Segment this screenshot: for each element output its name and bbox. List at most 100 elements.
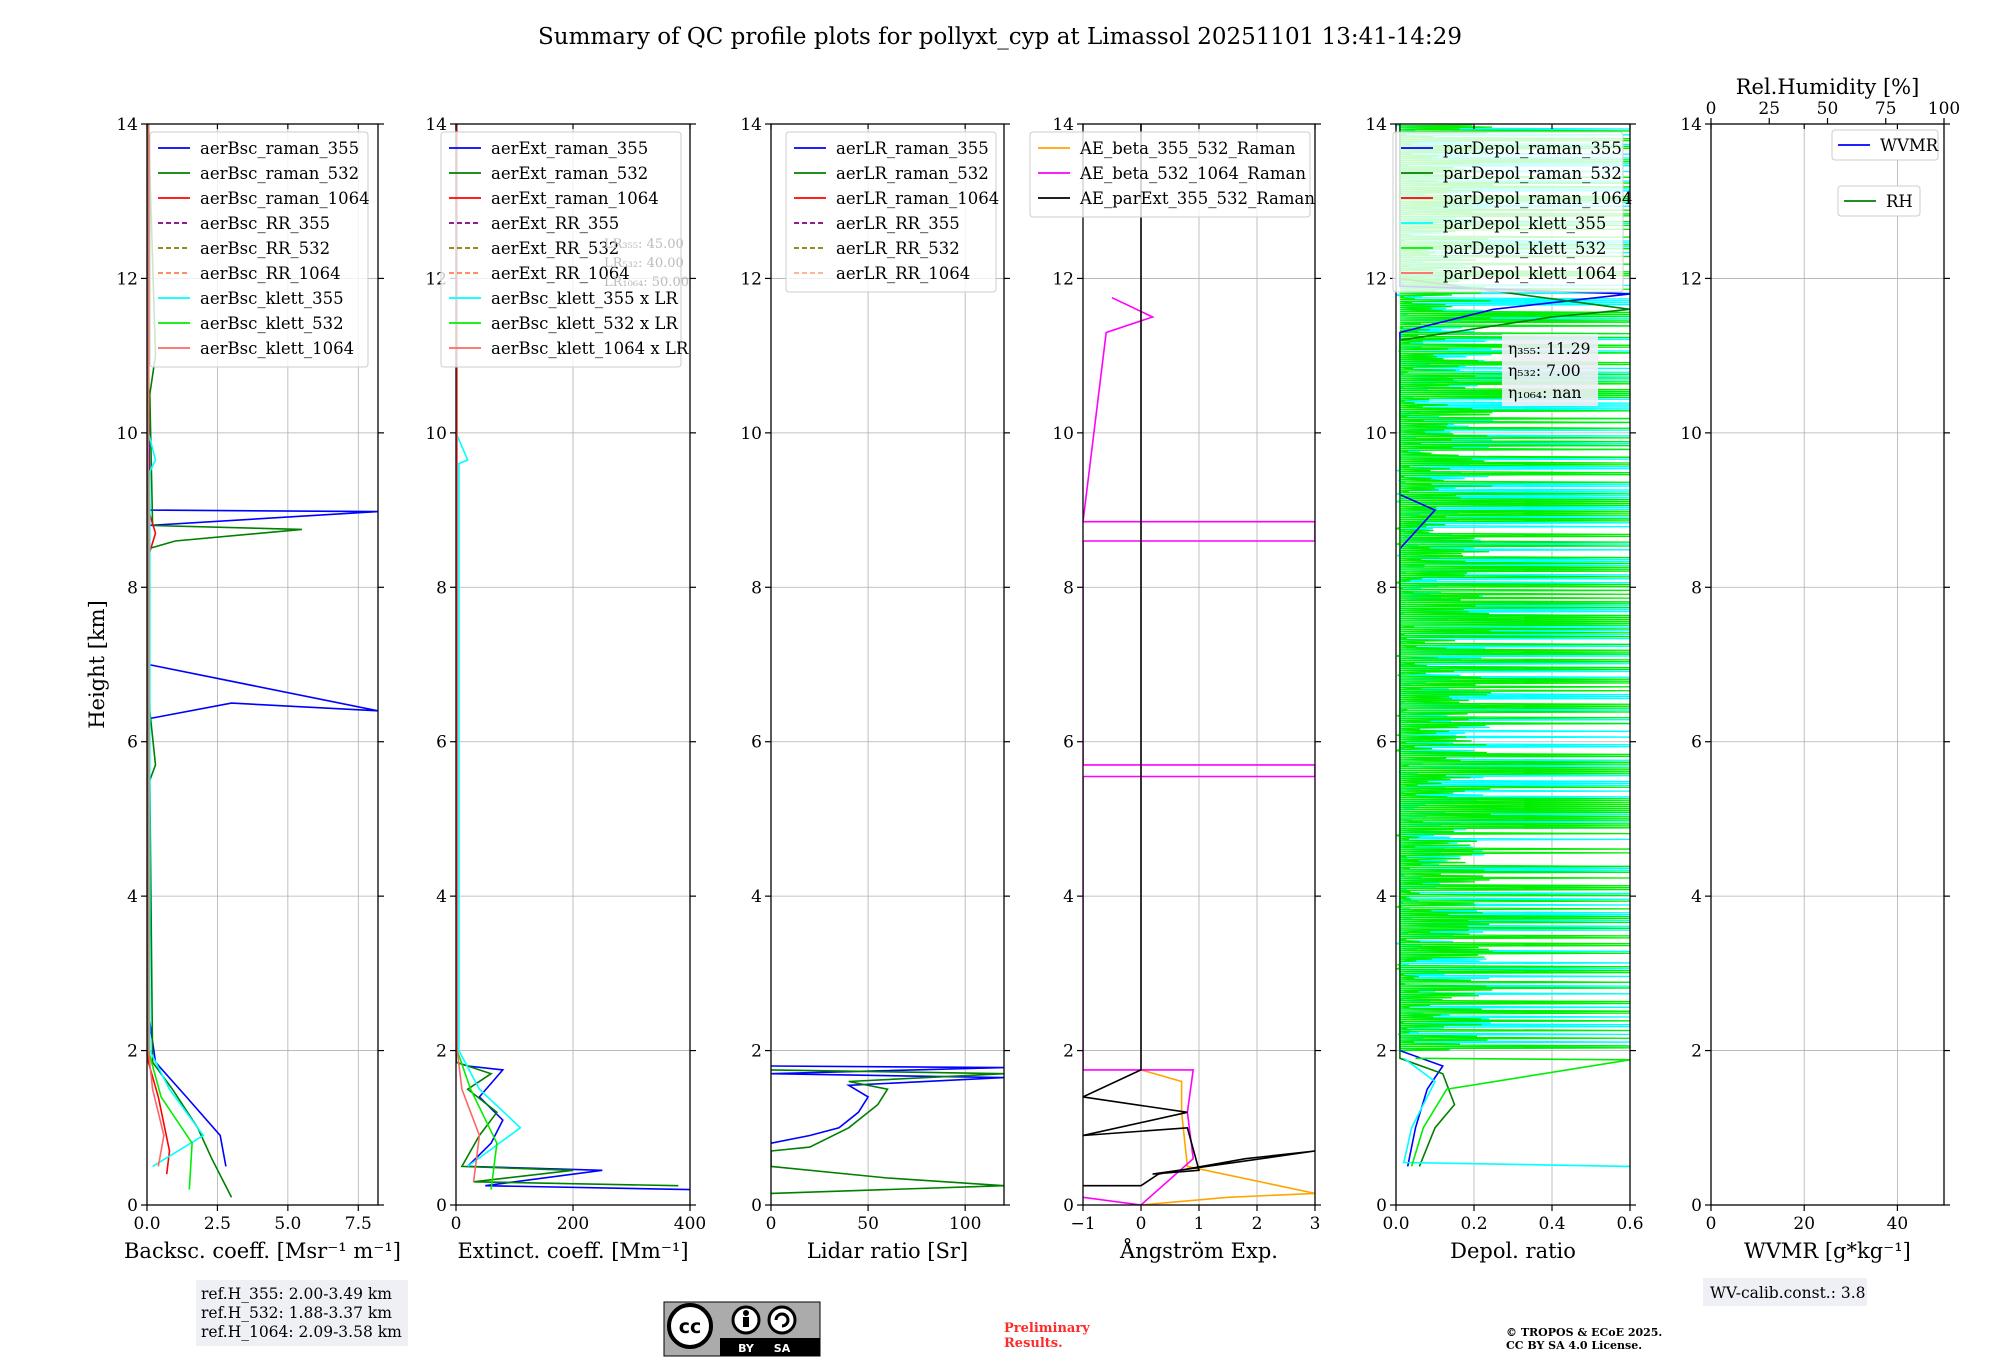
legend-box: [149, 131, 369, 368]
legend: AE_beta_355_532_Raman AE_beta_532_1064_Ra…: [1029, 131, 1315, 218]
x-tick-label: 2: [1252, 1214, 1263, 1234]
y-tick-label: 14: [1680, 115, 1702, 135]
legend-entry-aerExt_RR_1064: aerExt_RR_1064: [491, 264, 630, 283]
legend-entry-aerExt_raman_532: aerExt_raman_532: [491, 164, 648, 183]
x-tick-label: 50: [857, 1214, 879, 1234]
x-tick-label: 0.0: [133, 1214, 160, 1234]
y-tick-label: 0: [436, 1196, 447, 1216]
legend-entry-parDepol_klett_532: parDepol_klett_532: [1443, 239, 1606, 258]
y-tick-label: 2: [127, 1042, 138, 1062]
x-axis-label: Extinct. coeff. [Mm⁻¹]: [457, 1239, 688, 1263]
legend-entry-AE_parExt_355_532_Raman: AE_parExt_355_532_Raman: [1079, 189, 1315, 208]
x-tick-label: 3: [1310, 1214, 1321, 1234]
legend-entry-aerBsc_raman_355: aerBsc_raman_355: [200, 139, 359, 158]
panel-6: 0 20 40 0 2 4 6 8 10 12 14 WVMR [g*kg⁻¹] 0 25 50 75 100 R…: [1680, 75, 1960, 1263]
top-x-tick-label: 0: [1706, 99, 1717, 119]
legend-entry-WVMR: WVMR: [1880, 136, 1939, 155]
copyright-line-2: CC BY SA 4.0 License.: [1506, 1339, 1642, 1352]
preliminary-line-1: Preliminary: [1004, 1321, 1090, 1336]
lr-note: LR₅₃₂: 40.00: [604, 256, 684, 271]
legend-entry-parDepol_klett_1064: parDepol_klett_1064: [1443, 264, 1617, 283]
x-tick-label: 0: [1706, 1214, 1717, 1234]
legend-entry-aerBsc_RR_355: aerBsc_RR_355: [200, 214, 330, 233]
legend-entry-aerLR_raman_355: aerLR_raman_355: [836, 139, 989, 158]
panel-frame: [1710, 123, 1945, 1206]
y-tick-label: 14: [425, 115, 447, 135]
legend-entry-aerExt_RR_355: aerExt_RR_355: [491, 214, 619, 233]
legend-entry-aerBsc_klett_355 x LR: aerBsc_klett_355 x LR: [491, 289, 678, 308]
y-tick-label: 0: [1691, 1196, 1702, 1216]
y-tick-label: 10: [1680, 424, 1702, 444]
series-aerBsc_klett_1064: [147, 124, 165, 1167]
legend-box: [1029, 131, 1311, 218]
legend: aerExt_raman_355 aerExt_raman_532 aerExt_r…: [440, 131, 689, 368]
legend: aerBsc_raman_355 aerBsc_raman_532 aerBsc_r…: [149, 131, 370, 368]
series-parDepol_klett_355: [1402, 1057, 1630, 1168]
legend-entry-aerBsc_RR_532: aerBsc_RR_532: [200, 239, 330, 258]
ref-height-box: [196, 1280, 408, 1346]
legend-entry-aerBsc_klett_532: aerBsc_klett_532: [200, 314, 344, 333]
x-tick-label: 1: [1194, 1214, 1205, 1234]
eta-value: η₁₀₆₄: nan: [1508, 384, 1582, 402]
legend-entry-aerLR_RR_355: aerLR_RR_355: [836, 214, 960, 233]
ref-height-532: ref.H_532: 1.88-3.37 km: [201, 1304, 392, 1322]
copyright-line-1: © TROPOS & ECoE 2025.: [1506, 1326, 1662, 1339]
y-tick-label: 6: [1063, 733, 1074, 753]
panel-5: 0.0 0.2 0.4 0.6 0 2 4 6 8 10 12 14 Depol. ratio parDe…: [1365, 115, 1643, 1263]
panel-frame: [770, 123, 1005, 1206]
y-tick-label: 6: [127, 733, 138, 753]
ref-height-355: ref.H_355: 2.00-3.49 km: [201, 1285, 392, 1303]
legend-entry-aerLR_RR_1064: aerLR_RR_1064: [836, 264, 970, 283]
y-tick-label: 8: [1376, 578, 1387, 598]
ref-height-1064: ref.H_1064: 2.09-3.58 km: [201, 1323, 402, 1341]
top-x-axis-label: Rel.Humidity [%]: [1736, 75, 1920, 99]
x-axis-label: Depol. ratio: [1450, 1239, 1576, 1263]
y-tick-label: 12: [1680, 269, 1702, 289]
attribution-icon-body: [743, 1317, 749, 1327]
legend-entry-AE_beta_355_532_Raman: AE_beta_355_532_Raman: [1079, 139, 1296, 158]
y-tick-label: 4: [436, 887, 447, 907]
x-axis-label: Backsc. coeff. [Msr⁻¹ m⁻¹]: [124, 1239, 401, 1263]
lr-note: LR₁₀₆₄: 50.00: [604, 275, 689, 290]
y-tick-label: 10: [740, 424, 762, 444]
y-tick-label: 8: [751, 578, 762, 598]
series-parDepol_raman_355: [1399, 124, 1630, 1167]
badge-by: BY: [738, 1342, 755, 1355]
legend-entry-RH: RH: [1886, 192, 1913, 211]
x-tick-label: 0.2: [1460, 1214, 1487, 1234]
series-parDepol_klett_532: [1410, 1057, 1630, 1167]
badge-sa: SA: [774, 1342, 791, 1355]
y-tick-label: 0: [127, 1196, 138, 1216]
x-tick-label: 0: [1136, 1214, 1147, 1234]
cc-logo-text: cc: [679, 1316, 702, 1338]
legend: aerLR_raman_355 aerLR_raman_532 aerLR_rama…: [785, 131, 999, 293]
legend-entry-aerBsc_klett_532 x LR: aerBsc_klett_532 x LR: [491, 314, 678, 333]
series-aerBsc_raman_355: [147, 124, 378, 1167]
y-tick-label: 0: [751, 1196, 762, 1216]
panel-3: 0 50 100 0 2 4 6 8 10 12 14 Lidar ratio [Sr] aerLR_r…: [740, 115, 1010, 1263]
y-tick-label: 10: [1365, 424, 1387, 444]
preliminary-line-2: Results.: [1004, 1336, 1063, 1351]
series-AE_parExt_355_532_Raman: [1083, 124, 1315, 1187]
top-x-tick-label: 100: [1928, 99, 1960, 119]
y-tick-label: 12: [740, 269, 762, 289]
series-aerLR_raman_355: [771, 1065, 1004, 1144]
x-tick-label: 7.5: [345, 1214, 372, 1234]
figure-title: Summary of QC profile plots for pollyxt_…: [538, 24, 1462, 50]
y-tick-label: 4: [127, 887, 138, 907]
y-tick-label: 10: [425, 424, 447, 444]
x-axis-label: Lidar ratio [Sr]: [807, 1239, 968, 1263]
x-tick-label: 100: [949, 1214, 981, 1234]
y-tick-label: 0: [1063, 1196, 1074, 1216]
x-tick-label: 2.5: [204, 1214, 231, 1234]
x-tick-label: 20: [1793, 1214, 1815, 1234]
legend-entry-aerBsc_raman_1064: aerBsc_raman_1064: [200, 189, 370, 208]
series-group: [147, 124, 378, 1198]
x-tick-label: 400: [674, 1214, 706, 1234]
wv-calib-box: [1703, 1278, 1867, 1306]
legend: WVMR RH: [1831, 129, 1939, 217]
legend-box: [785, 131, 997, 293]
